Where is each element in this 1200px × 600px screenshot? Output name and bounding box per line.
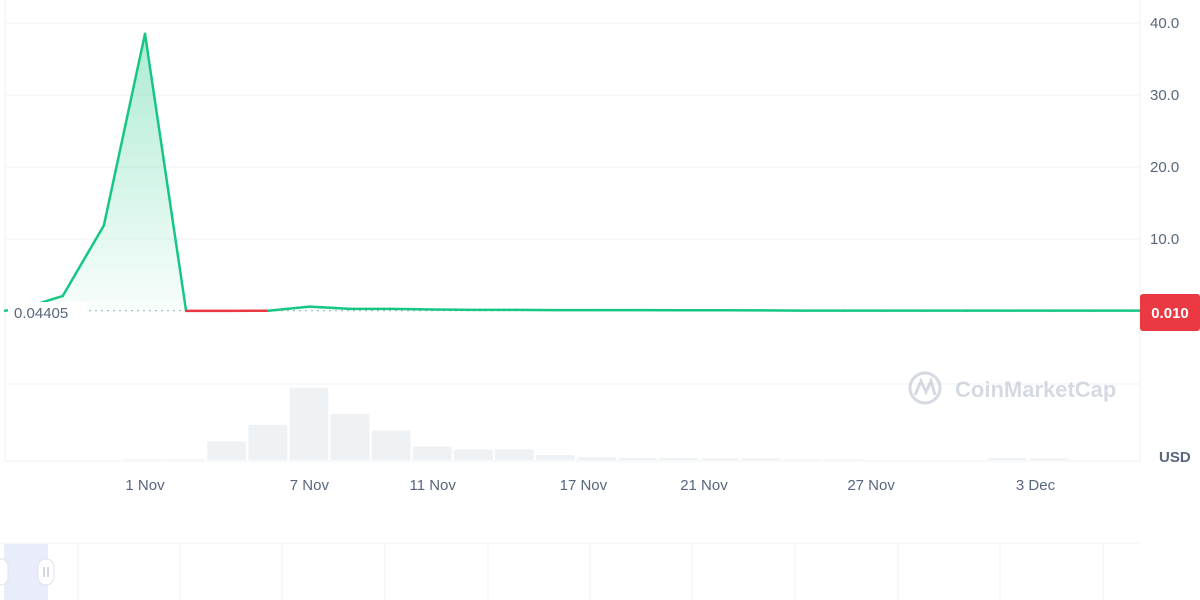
volume-bar [782,459,822,460]
price-line-segment [102,32,147,227]
volume-bar [371,430,411,460]
watermark: CoinMarketCap [908,371,1116,405]
volume-bar [330,413,370,460]
x-tick-label: 7 Nov [290,477,330,494]
navigator-left-handle[interactable] [0,558,9,586]
volume-bar [700,458,740,460]
x-tick-label: 27 Nov [847,477,895,494]
volume-bar [289,388,329,460]
x-tick-label: 11 Nov [409,477,456,494]
grip-icon [43,567,49,577]
price-area-fill [5,33,1140,311]
volume-bar [618,457,658,460]
y-tick-label: 20.0 [1150,159,1179,176]
x-tick-label: 17 Nov [560,477,608,494]
baseline-label-bg [8,302,86,322]
coinmarketcap-logo-icon [908,371,942,405]
coinmarketcap-logo-wave [913,376,937,396]
navigator-right-handle[interactable] [37,558,55,586]
volume-bars [125,388,1069,460]
volume-bar [494,449,534,460]
volume-bar [453,449,493,460]
y-tick-label: 10.0 [1150,231,1179,248]
volume-bar [248,424,288,460]
x-tick-label: 21 Nov [680,477,728,494]
x-axis: 1 Nov 7 Nov 11 Nov 17 Nov 21 Nov 27 Nov 3 Dec [125,477,1055,494]
volume-bar [166,459,206,460]
y-axis: 10.0 20.0 30.0 40.0 [1150,15,1179,248]
volume-bar [577,457,617,460]
current-price-tag: 0.010 [1140,294,1200,331]
price-line-segment [61,224,106,298]
y-tick-label: 40.0 [1150,15,1179,32]
grid-lines [4,0,1141,462]
volume-bar [1029,458,1069,460]
watermark-text: CoinMarketCap [955,377,1116,402]
currency-label: USD [1159,449,1191,466]
price-line-segment [390,307,434,311]
x-tick-label: 3 Dec [1016,477,1056,494]
volume-bar [125,459,164,460]
price-line-segment [308,305,352,311]
volume-bar [988,457,1028,460]
price-line-segment [143,32,188,313]
volume-bar [207,441,247,460]
volume-bar [412,446,452,460]
volume-bar [741,458,781,460]
price-line [3,32,1142,313]
volume-bar [823,459,863,460]
x-tick-label: 1 Nov [125,477,165,494]
y-tick-label: 30.0 [1150,87,1179,104]
current-price-label: 0.010 [1151,305,1189,322]
volume-bar [659,457,699,460]
baseline-label: 0.04405 [14,305,68,322]
range-navigator[interactable] [0,542,1140,600]
volume-bar [536,454,575,460]
price-line-segment [267,305,311,313]
